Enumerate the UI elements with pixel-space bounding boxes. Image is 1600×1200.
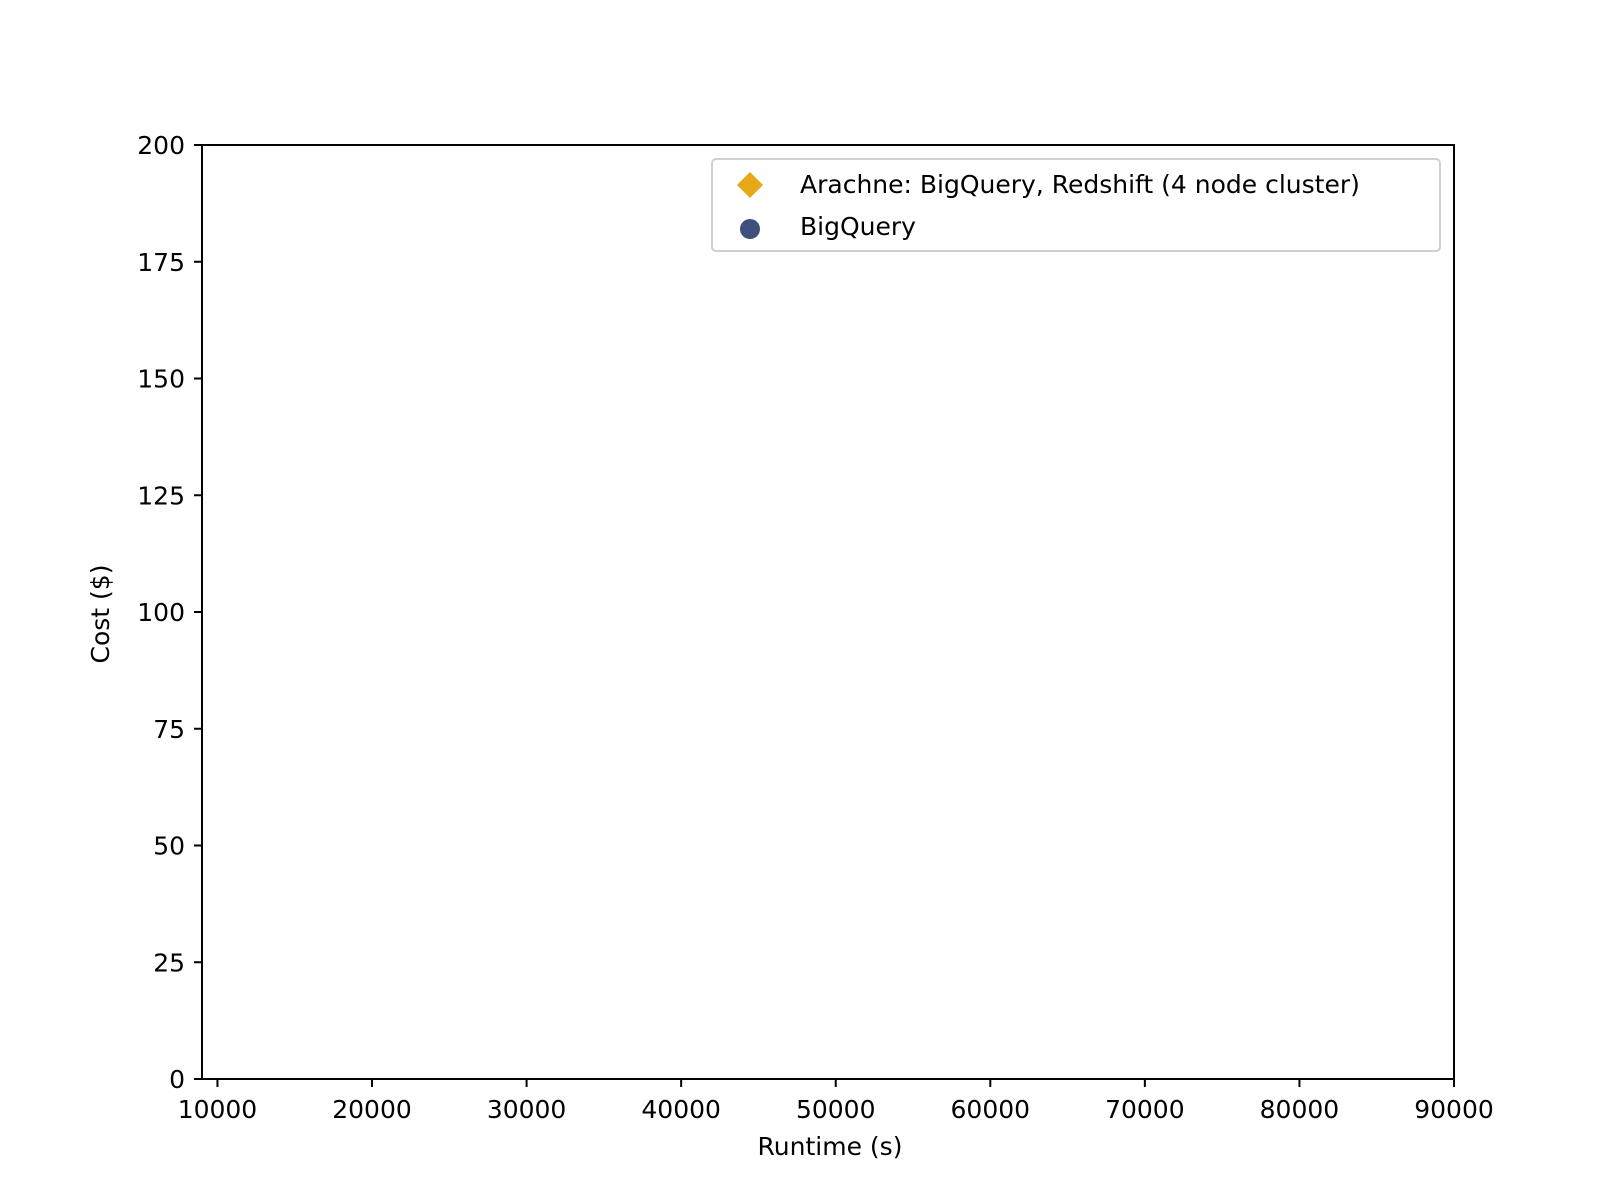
- x-tick-label: 50000: [796, 1095, 876, 1124]
- x-tick-label: 80000: [1260, 1095, 1340, 1124]
- legend-box: [711, 158, 1441, 252]
- legend: Arachne: BigQuery, Redshift (4 node clus…: [711, 158, 1441, 252]
- legend-circle-icon: [740, 219, 760, 239]
- y-tick-label: 150: [137, 365, 185, 394]
- x-axis-label: Runtime (s): [758, 1132, 903, 1161]
- y-axis: 0 25 50 75 100 125 150 175 200: [137, 131, 202, 1094]
- y-tick-label: 75: [153, 715, 185, 744]
- y-tick-label: 100: [137, 598, 185, 627]
- plot-frame: [201, 144, 1455, 1080]
- y-tick-label: 200: [137, 131, 185, 160]
- x-tick-label: 10000: [178, 1095, 258, 1124]
- y-tick-label: 125: [137, 481, 185, 510]
- x-tick-label: 30000: [487, 1095, 567, 1124]
- y-axis-label: Cost ($): [86, 565, 115, 664]
- x-tick-label: 20000: [332, 1095, 412, 1124]
- y-tick-label: 175: [137, 248, 185, 277]
- x-axis: 10000 20000 30000 40000 50000 60000 70000 80000…: [178, 1079, 1494, 1124]
- x-tick-label: 60000: [951, 1095, 1031, 1124]
- x-tick-label: 90000: [1414, 1095, 1494, 1124]
- x-tick-label: 70000: [1105, 1095, 1185, 1124]
- y-tick-label: 50: [153, 832, 185, 861]
- y-tick-label: 25: [153, 948, 185, 977]
- y-tick-label: 0: [169, 1065, 185, 1094]
- legend-diamond-icon: [737, 172, 763, 198]
- x-tick-label: 40000: [641, 1095, 721, 1124]
- legend-label: BigQuery: [800, 212, 916, 241]
- legend-label: Arachne: BigQuery, Redshift (4 node clus…: [800, 170, 1360, 199]
